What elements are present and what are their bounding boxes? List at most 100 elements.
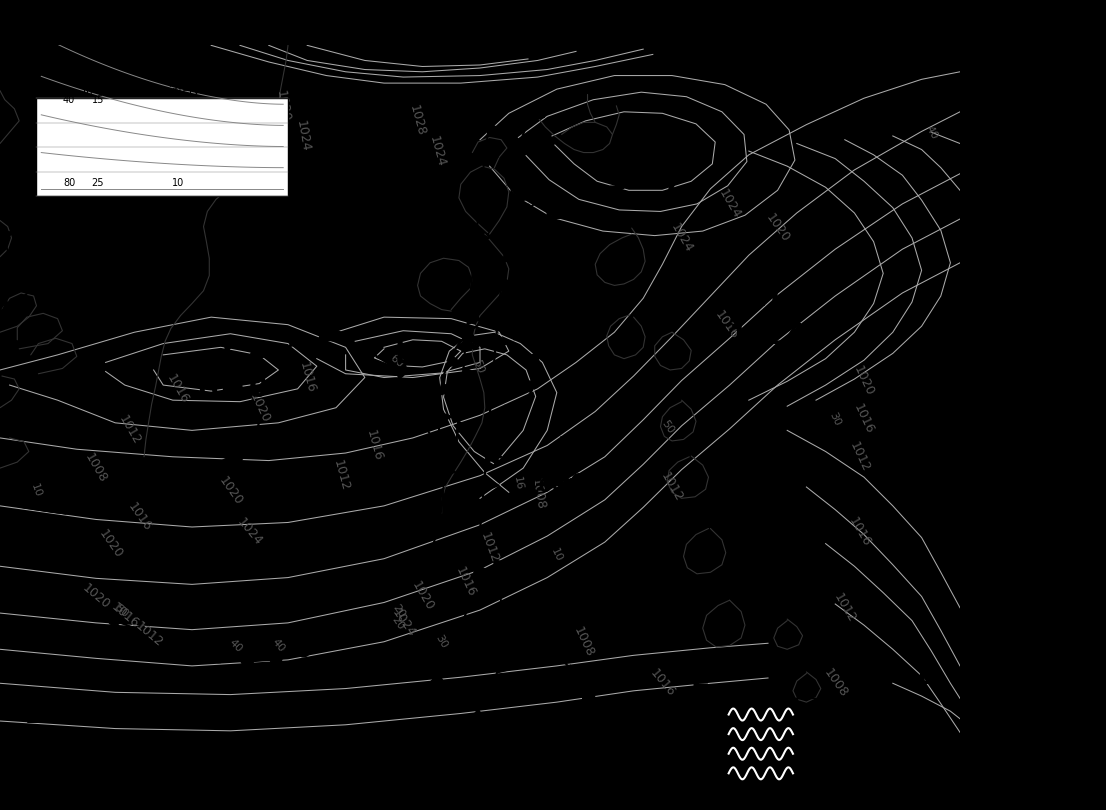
- Polygon shape: [432, 441, 448, 451]
- Polygon shape: [510, 192, 526, 205]
- Text: 1028: 1028: [407, 104, 428, 138]
- Polygon shape: [490, 392, 507, 405]
- Polygon shape: [9, 254, 21, 263]
- Text: 997: 997: [552, 472, 609, 501]
- Text: 40: 40: [227, 637, 243, 654]
- Text: 1017: 1017: [513, 235, 591, 263]
- Polygon shape: [448, 648, 466, 660]
- Polygon shape: [437, 411, 452, 424]
- Polygon shape: [470, 286, 484, 297]
- Polygon shape: [226, 366, 240, 378]
- Text: H: H: [262, 662, 285, 690]
- Polygon shape: [441, 467, 456, 479]
- Polygon shape: [499, 585, 513, 596]
- Circle shape: [134, 626, 146, 635]
- Polygon shape: [447, 729, 461, 741]
- Text: 1024: 1024: [716, 187, 743, 221]
- Polygon shape: [460, 620, 478, 633]
- Text: 40: 40: [63, 95, 75, 104]
- Text: 25: 25: [92, 177, 104, 188]
- Text: 1008: 1008: [83, 451, 109, 485]
- Circle shape: [298, 647, 310, 657]
- Polygon shape: [465, 340, 479, 352]
- Text: 1028: 1028: [234, 701, 312, 729]
- Polygon shape: [476, 232, 490, 243]
- Text: 70N: 70N: [17, 100, 36, 111]
- Circle shape: [212, 653, 225, 663]
- Polygon shape: [447, 355, 462, 367]
- Polygon shape: [482, 427, 499, 439]
- Polygon shape: [0, 492, 27, 508]
- Text: 20: 20: [389, 614, 406, 632]
- Polygon shape: [493, 364, 509, 377]
- Polygon shape: [460, 394, 473, 406]
- Polygon shape: [487, 318, 502, 330]
- Text: 1020: 1020: [409, 579, 436, 613]
- Polygon shape: [74, 215, 87, 225]
- Circle shape: [375, 617, 387, 627]
- Polygon shape: [75, 503, 106, 516]
- Polygon shape: [472, 258, 487, 270]
- Polygon shape: [28, 285, 42, 296]
- Text: 1010: 1010: [191, 375, 269, 403]
- Polygon shape: [497, 662, 512, 673]
- Text: 1005: 1005: [23, 701, 101, 729]
- Text: 1006: 1006: [365, 380, 442, 408]
- Text: L: L: [690, 666, 708, 693]
- Polygon shape: [486, 450, 502, 463]
- Polygon shape: [35, 500, 66, 514]
- Polygon shape: [521, 381, 538, 392]
- Text: H: H: [627, 130, 650, 157]
- Polygon shape: [155, 497, 184, 514]
- Text: 1024: 1024: [234, 516, 264, 548]
- Text: 1000: 1000: [526, 477, 580, 496]
- Polygon shape: [468, 313, 481, 324]
- Polygon shape: [62, 240, 76, 249]
- Text: 1012: 1012: [133, 619, 165, 650]
- Text: 1020: 1020: [274, 89, 292, 122]
- Text: L: L: [53, 662, 71, 690]
- Text: 1024: 1024: [389, 606, 418, 640]
- Polygon shape: [503, 249, 520, 262]
- Polygon shape: [290, 335, 303, 346]
- Text: 10: 10: [30, 483, 43, 499]
- Text: 1016: 1016: [296, 360, 317, 394]
- Polygon shape: [504, 405, 521, 416]
- Polygon shape: [468, 592, 484, 605]
- Polygon shape: [488, 420, 504, 434]
- Circle shape: [29, 590, 41, 599]
- Polygon shape: [441, 494, 456, 505]
- Text: 80: 80: [63, 177, 75, 188]
- Text: 50: 50: [659, 418, 676, 435]
- Polygon shape: [359, 342, 373, 354]
- Polygon shape: [495, 335, 511, 348]
- Polygon shape: [519, 135, 535, 148]
- Polygon shape: [223, 377, 250, 397]
- Polygon shape: [437, 521, 452, 532]
- Polygon shape: [470, 710, 486, 721]
- Circle shape: [82, 606, 94, 616]
- Polygon shape: [405, 391, 419, 402]
- Polygon shape: [478, 204, 492, 216]
- Text: 1008: 1008: [571, 625, 596, 659]
- Text: 1016: 1016: [125, 501, 154, 534]
- Polygon shape: [513, 327, 530, 340]
- Text: 50N: 50N: [17, 147, 36, 158]
- Text: 1008: 1008: [529, 478, 546, 511]
- Text: in kt for 4.0 hPa intervals: in kt for 4.0 hPa intervals: [83, 86, 215, 96]
- Text: 16: 16: [512, 475, 524, 491]
- Polygon shape: [493, 560, 508, 571]
- Polygon shape: [502, 610, 517, 622]
- Polygon shape: [457, 421, 471, 433]
- Text: 50: 50: [471, 358, 486, 374]
- Text: 10: 10: [171, 177, 184, 188]
- Text: 1016: 1016: [364, 428, 385, 463]
- Polygon shape: [238, 430, 259, 454]
- Text: 1024: 1024: [668, 221, 696, 255]
- Polygon shape: [481, 506, 497, 520]
- Text: L: L: [395, 341, 413, 369]
- Circle shape: [56, 597, 69, 607]
- Text: 1012: 1012: [658, 470, 686, 504]
- Circle shape: [398, 604, 410, 614]
- Circle shape: [186, 646, 198, 656]
